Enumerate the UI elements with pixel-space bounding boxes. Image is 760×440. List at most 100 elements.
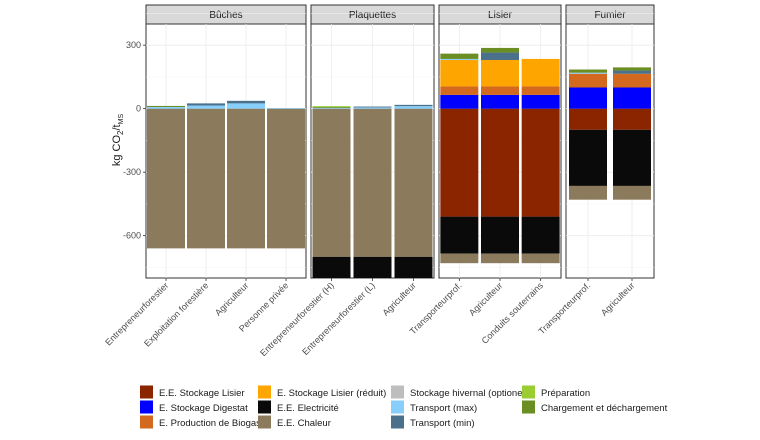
legend-item: E. Stockage Lisier (réduit) [258, 385, 386, 399]
y-axis-ticks: 300 0 -300 -600 [123, 40, 146, 241]
x-tick-label: Agriculteur [467, 280, 504, 317]
legend-label: E. Production de Biogas [159, 418, 261, 429]
legend-swatch [391, 415, 404, 429]
legend-swatch [391, 385, 404, 399]
bar-segment-transport-max [187, 105, 225, 109]
legend-swatch [140, 415, 153, 429]
bar-segment-ee-stockage-lisier [521, 108, 560, 217]
legend-swatch [258, 385, 271, 399]
legend-label: E.E. Chaleur [277, 418, 331, 429]
legend-item: E.E. Stockage Lisier [140, 385, 245, 399]
legend-label: Stockage hivernal (optionel) [410, 388, 528, 399]
legend-label: E.E. Stockage Lisier [159, 388, 245, 399]
bar-segment-e-stockage-lisier-reduit [440, 59, 479, 87]
legend-label: E. Stockage Lisier (réduit) [277, 388, 386, 399]
legend-label: E. Stockage Digestat [159, 403, 248, 414]
bar-segment-transport-min [187, 103, 225, 106]
bar-stack [481, 47, 519, 264]
y-tick-label: -300 [123, 167, 141, 177]
bar-segment-chargement [613, 67, 651, 71]
legend-item: Stockage hivernal (optionel) [391, 385, 528, 399]
legend-swatch [522, 400, 535, 414]
bar-segment-transport-max [440, 58, 479, 60]
legend-swatch [140, 400, 153, 414]
legend-item: E.E. Electricité [258, 400, 339, 414]
bar-segment-ee-chaleur [353, 108, 392, 257]
legend-label: Chargement et déchargement [541, 403, 668, 414]
bar-segment-ee-chaleur [613, 185, 651, 200]
y-axis-title-sub2: MS [118, 114, 125, 125]
legend-swatch [140, 385, 153, 399]
bar-segment-ee-stockage-lisier [481, 108, 519, 217]
facet-panels: BûchesEntrepreneurforestierExploitation … [103, 4, 655, 358]
bar-segment-ee-stockage-digestat [569, 87, 607, 109]
bar-segment-ee-electricite [312, 256, 351, 278]
bar-segment-transport-max [394, 106, 433, 109]
bar-segment-transport-max [267, 108, 305, 109]
bar-stack [394, 104, 433, 278]
bar-segment-ee-chaleur [267, 108, 305, 249]
bar-segment-ee-stockage-digestat [521, 94, 560, 109]
bar-segment-ee-electricite [613, 129, 651, 186]
y-tick-label: -600 [123, 231, 141, 241]
bar-segment-ee-stockage-digestat [440, 94, 479, 109]
bar-segment-ee-chaleur [187, 108, 225, 249]
bar-segment-ee-stockage-lisier [569, 108, 607, 130]
facet-panel: Plaquettes Entrepreneurforestier (H)Entre… [258, 4, 435, 358]
bar-segment-ee-production-biogas [613, 73, 651, 88]
x-tick-label: Entrepreneurforestier (H) [258, 280, 336, 358]
bar-segment-preparation [312, 106, 351, 107]
bar-stack [147, 105, 185, 249]
bar-segment-transport-min [353, 106, 392, 108]
x-tick-label: Agriculteur [380, 280, 417, 317]
bar-segment-transport-min [613, 70, 651, 74]
bar-segment-ee-chaleur [394, 108, 433, 257]
bar-segment-chargement [569, 69, 607, 73]
x-tick-label: Entrepreneurforestier (L) [300, 280, 377, 357]
bar-stack [267, 108, 305, 249]
bar-segment-ee-production-biogas [440, 86, 479, 95]
bar-segment-ee-chaleur [569, 185, 607, 200]
bar-stack [312, 106, 351, 278]
bar-segment-transport-max [312, 107, 351, 109]
y-axis-title-sub1: 2 [116, 130, 125, 135]
legend-item: E.E. Chaleur [258, 415, 331, 429]
bar-segment-ee-stockage-lisier [440, 108, 479, 217]
facet-title: Fumier [594, 10, 626, 21]
legend-label: E.E. Electricité [277, 403, 339, 414]
y-axis-title: kg CO2/tMS [111, 114, 125, 167]
legend-swatch [522, 385, 535, 399]
bar-segment-transport-max [569, 72, 607, 74]
legend: E.E. Stockage Lisier E. Stockage Digestat… [140, 385, 668, 429]
legend-item: E. Production de Biogas [140, 415, 261, 429]
bar-stack [440, 53, 479, 264]
bar-segment-ee-chaleur [521, 253, 560, 264]
bar-segment-ee-stockage-lisier [613, 108, 651, 130]
y-tick-label: 0 [136, 104, 141, 114]
bar-stack [227, 100, 265, 249]
bar-segment-ee-production-biogas [481, 86, 519, 95]
legend-item: E. Stockage Digestat [140, 400, 248, 414]
bar-segment-ee-production-biogas [569, 73, 607, 88]
bar-segment-transport-min [481, 52, 519, 60]
bar-segment-e-stockage-lisier-reduit [521, 58, 560, 87]
bar-segment-e-stockage-lisier-reduit [481, 59, 519, 87]
legend-item: Transport (max) [391, 400, 477, 414]
bar-segment-ee-electricite [353, 256, 392, 278]
x-tick-label: Agriculteur [599, 280, 636, 317]
facet-title: Lisier [488, 10, 513, 21]
legend-swatch [258, 400, 271, 414]
bar-segment-ee-stockage-digestat [481, 94, 519, 109]
bar-segment-transport-max [353, 107, 392, 109]
legend-swatch [391, 400, 404, 414]
bar-segment-ee-electricite [521, 216, 560, 254]
bar-segment-ee-electricite [569, 129, 607, 186]
facet-title: Bûches [209, 10, 242, 21]
bar-segment-ee-chaleur [440, 253, 479, 264]
bar-segment-ee-chaleur [481, 253, 519, 264]
bar-segment-ee-chaleur [147, 108, 185, 249]
bar-segment-chargement [440, 53, 479, 59]
svg-text:kg CO2/tMS: kg CO2/tMS [111, 114, 125, 167]
legend-item: Préparation [522, 385, 590, 399]
